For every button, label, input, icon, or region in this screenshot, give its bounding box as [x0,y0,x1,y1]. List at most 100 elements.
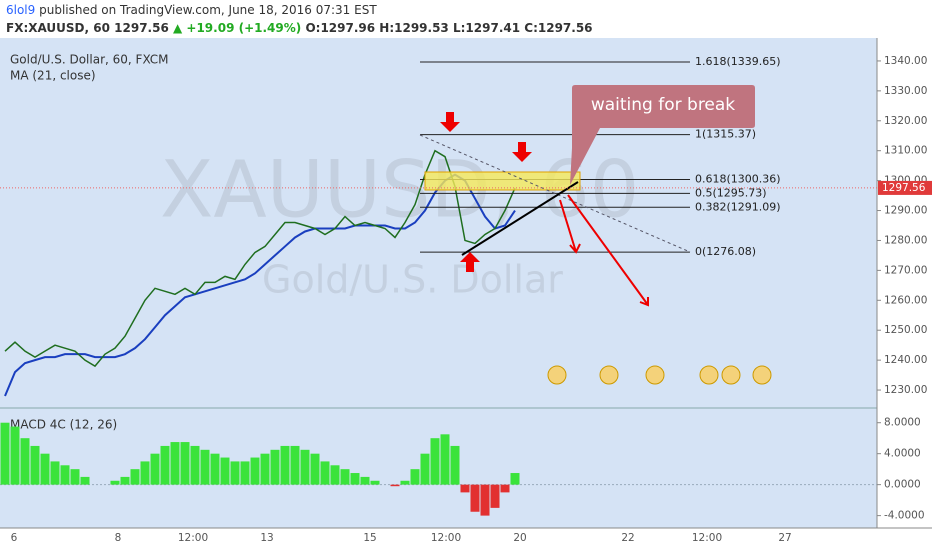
macd-bar [340,469,350,485]
fib-label: 0(1276.08) [695,245,756,258]
published: published on TradingView.com, June 18, 2… [39,3,377,17]
macd-bar [60,465,70,485]
y-tick-label: 1290.00 [884,205,927,217]
macd-bar [80,476,90,485]
y-tick-label: 1340.00 [884,55,927,67]
macd-bar [0,422,10,485]
macd-bar [20,438,30,485]
macd-bar [200,449,210,485]
x-tick-label: 22 [621,532,634,544]
macd-bar [360,476,370,485]
macd-bar [310,453,320,485]
y-tick-label: 1260.00 [884,294,927,306]
fib-label: 1.618(1339.65) [695,55,781,68]
y-tick-label: 1230.00 [884,384,927,396]
macd-bar [460,484,470,493]
callout [570,85,755,185]
macd-bar [250,457,260,485]
resistance-zone [424,171,581,191]
y-tick-label: 1330.00 [884,85,927,97]
y-tick-label: 4.0000 [884,448,921,460]
macd-bar [350,473,360,485]
support-line [461,181,579,256]
macd-bar [440,434,450,485]
callout-text: waiting for break [591,95,735,115]
macd-bar [50,461,60,485]
macd-bar [510,473,520,485]
change: +19.09 (+1.49%) [186,21,301,35]
quote-line: FX:XAUUSD, 60 1297.56 ▲ +19.09 (+1.49%) … [6,21,593,35]
x-tick-label: 12:00 [431,532,461,544]
price-axis-bg [877,38,932,550]
y-tick-label: 1280.00 [884,234,927,246]
x-tick-label: 13 [260,532,273,544]
macd-bar [420,453,430,485]
macd-bar [280,445,290,485]
author-link[interactable]: 6lol9 [6,3,35,17]
macd-bar [210,453,220,485]
price-line [4,149,516,368]
ma-line [4,173,516,397]
x-tick-label: 12:00 [178,532,208,544]
trend-line [419,134,691,253]
x-tick-label: 27 [778,532,791,544]
macd-bar [230,461,240,485]
signal-arrows [440,112,532,272]
macd-title: MACD 4C (12, 26) [10,418,117,432]
y-tick-label: 1270.00 [884,264,927,276]
fib-label: 1(1315.37) [695,128,756,141]
low: L:1297.41 [453,21,520,35]
macd-bar [30,445,40,485]
x-tick-label: 12:00 [692,532,722,544]
macd-bar [130,469,140,485]
macd-bar [260,453,270,485]
open: O:1297.96 [305,21,375,35]
y-tick-label: 1240.00 [884,354,927,366]
fib-label: 0.5(1295.73) [695,186,767,199]
macd-bar [150,453,160,485]
symbol: FX:XAUUSD, 60 [6,21,110,35]
macd-bar [390,484,400,487]
macd-bar [450,445,460,485]
macd-bar [190,445,200,485]
macd-bar [240,461,250,485]
plots [0,61,877,516]
y-tick-label: 1310.00 [884,145,927,157]
price-tag [878,180,932,195]
macd-bar [180,442,190,485]
macd-bar [320,461,330,485]
macd-bar [490,484,500,508]
macd-bar [400,480,410,485]
arrows [559,194,649,307]
indicator-title: MA (21, close) [10,69,96,83]
watermark-sub: Gold/U.S. Dollar [262,258,563,302]
macd-bar [220,457,230,485]
macd-bar [120,476,130,485]
close: C:1297.56 [524,21,592,35]
macd-bar [330,465,340,485]
y-tick-label: 8.0000 [884,417,921,429]
macd-bar [290,445,300,485]
x-tick-label: 15 [363,532,376,544]
x-tick-label: 6 [11,532,18,544]
macd-bar [430,438,440,485]
high: H:1299.53 [379,21,449,35]
y-tick-label: 1320.00 [884,115,927,127]
macd-bar [410,469,420,485]
macd-bar [70,469,80,485]
macd-bar [300,449,310,485]
macd-bar [500,484,510,493]
y-tick-label: 0.0000 [884,479,921,491]
header-line: 6lol9 published on TradingView.com, June… [6,3,377,17]
up-arrow: ▲ [173,21,183,35]
macd-bar [40,453,50,485]
macd-bar [140,461,150,485]
price-tag-label: 1297.56 [882,182,926,194]
macd-bar [370,480,380,485]
y-tick-label: 1250.00 [884,324,927,336]
macd-bar [170,442,180,485]
macd-bar [270,449,280,485]
y-tick-label: -4.0000 [884,510,925,522]
macd-bar [160,445,170,485]
